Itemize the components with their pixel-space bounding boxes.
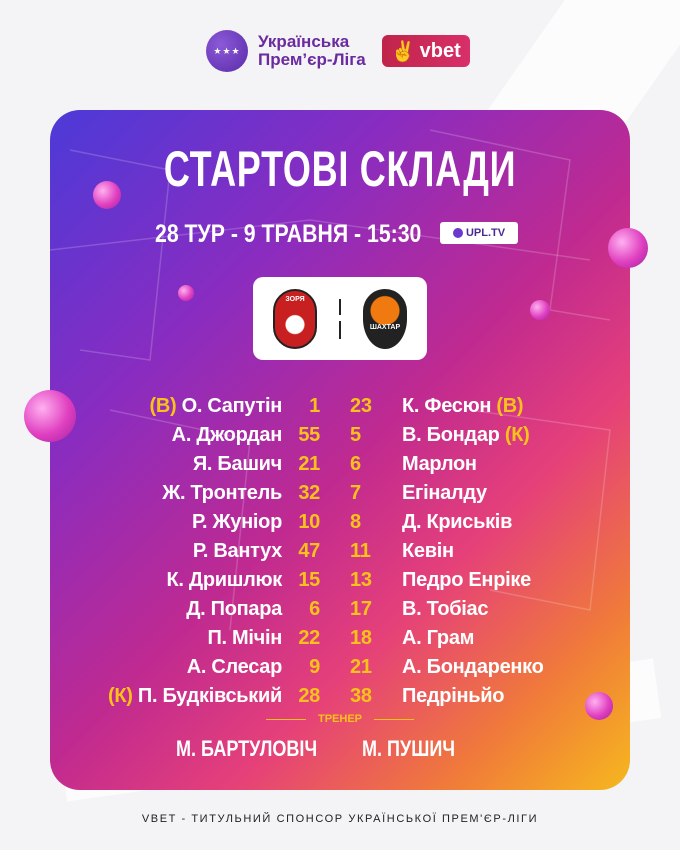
away-player: К. Фесюн (В) — [402, 395, 524, 417]
home-number: 28 — [298, 685, 320, 707]
upl-logo-icon: ★★★ — [206, 30, 248, 72]
away-number: 5 — [350, 424, 361, 446]
away-player: В. Тобіас — [402, 598, 489, 620]
away-number: 6 — [350, 453, 361, 475]
lineup-row: Д. Попара 6 17 В. Тобіас — [0, 598, 680, 627]
league-name: Українська Прем’єр-Ліга — [258, 32, 366, 69]
away-number: 7 — [350, 482, 361, 504]
home-number: 47 — [298, 540, 320, 562]
home-number: 21 — [298, 453, 320, 475]
victory-hand-icon: ✌ — [390, 40, 416, 63]
lineup-row: (К) П. Будківський 28 38 Педріньйо — [0, 685, 680, 714]
home-player: (К) П. Будківський — [107, 685, 282, 707]
coach-label: ТРЕНЕР — [0, 713, 680, 725]
home-number: 9 — [309, 656, 320, 678]
lineup-row: П. Мічін 22 18 А. Грам — [0, 627, 680, 656]
home-player: Ж. Тронтель — [162, 482, 282, 504]
home-player: П. Мічін — [207, 627, 282, 649]
away-player: Марлон — [402, 453, 477, 475]
away-player: Егіналду — [402, 482, 487, 504]
away-number: 23 — [350, 395, 372, 417]
away-player: Педро Енріке — [402, 569, 531, 591]
home-player: Я. Башич — [192, 453, 282, 475]
away-player: Д. Криськів — [402, 511, 513, 533]
ball-decoration — [93, 181, 121, 209]
vbet-logo: ✌ vbet — [381, 35, 470, 67]
home-number: 55 — [298, 424, 320, 446]
ball-decoration — [530, 300, 550, 320]
header-logos: ★★★ Українська Прем’єр-Ліга ✌ vbet — [206, 30, 470, 72]
away-coach: М. ПУШИЧ — [362, 736, 456, 761]
lineup-row: Р. Вантух 47 11 Кевін — [0, 540, 680, 569]
lineup-row: Я. Башич 21 6 Марлон — [0, 453, 680, 482]
away-player: Кевін — [402, 540, 454, 562]
home-player: Д. Попара — [186, 598, 282, 620]
page-title: СТАРТОВІ СКЛАДИ — [163, 141, 517, 197]
home-number: 1 — [309, 395, 320, 417]
home-player: (В) О. Сапутін — [149, 395, 282, 417]
away-number: 8 — [350, 511, 361, 533]
home-player: Р. Вантух — [192, 540, 282, 562]
ball-decoration — [24, 390, 76, 442]
match-info: 28 ТУР - 9 ТРАВНЯ - 15:30 — [155, 220, 422, 248]
home-number: 32 — [298, 482, 320, 504]
match-teams: ЗОРЯ ШАХТАР — [253, 277, 427, 360]
away-number: 38 — [350, 685, 372, 707]
pitch-lines-decoration — [50, 129, 611, 631]
away-player: А. Грам — [402, 627, 475, 649]
footer-sponsor-text: VBET - ТИТУЛЬНИЙ СПОНСОР УКРАЇНСЬКОЇ ПРЕ… — [141, 813, 539, 825]
lineup-card — [50, 110, 630, 790]
home-player: Р. Жуніор — [191, 511, 282, 533]
away-player: В. Бондар (К) — [402, 424, 530, 446]
home-player: А. Джордан — [171, 424, 283, 446]
away-player: А. Бондаренко — [402, 656, 544, 678]
home-coach: М. БАРТУЛОВІЧ — [176, 736, 318, 761]
ball-decoration — [608, 228, 648, 268]
home-number: 15 — [298, 569, 320, 591]
ball-decoration — [178, 285, 194, 301]
away-player: Педріньйо — [402, 685, 505, 707]
zorya-crest-icon: ЗОРЯ — [273, 288, 317, 349]
away-number: 21 — [350, 656, 372, 678]
away-number: 13 — [350, 569, 372, 591]
lineup-row: Р. Жуніор 10 8 Д. Криськів — [0, 511, 680, 540]
lineup-row: К. Дришлюк 15 13 Педро Енріке — [0, 569, 680, 598]
shakhtar-crest-icon: ШАХТАР — [363, 288, 407, 349]
home-number: 6 — [309, 598, 320, 620]
home-player: К. Дришлюк — [166, 569, 282, 591]
upltv-logo-icon — [452, 228, 463, 238]
away-number: 11 — [350, 540, 371, 562]
lineup-row: А. Слесар 9 21 А. Бондаренко — [0, 656, 680, 685]
away-number: 18 — [350, 627, 372, 649]
upltv-badge[interactable]: UPL.TV — [440, 222, 518, 244]
home-number: 10 — [298, 511, 320, 533]
home-player: А. Слесар — [186, 656, 283, 678]
vs-separator — [339, 298, 341, 339]
home-number: 22 — [298, 627, 320, 649]
lineup-row: А. Джордан 55 5 В. Бондар (К) — [0, 424, 680, 453]
lineup-row: (В) О. Сапутін 1 23 К. Фесюн (В) — [0, 395, 680, 424]
away-number: 17 — [350, 598, 372, 620]
lineup-row: Ж. Тронтель 32 7 Егіналду — [0, 482, 680, 511]
